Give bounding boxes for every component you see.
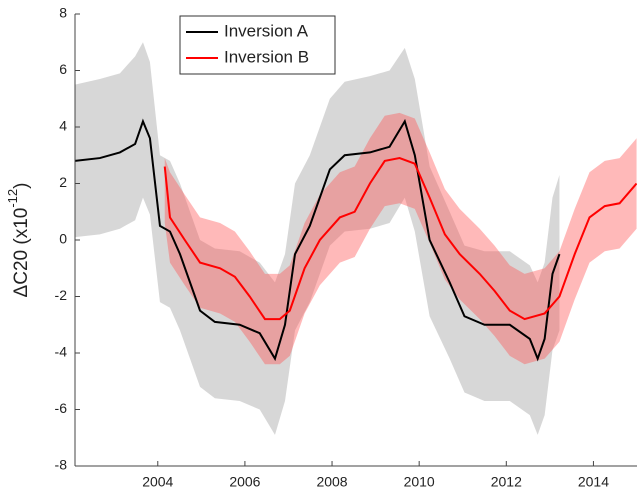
y-axis-label: ΔC20 (x10-12) (5, 183, 32, 298)
legend-box (179, 15, 336, 75)
y-tick-label: 2 (59, 174, 67, 190)
legend-label: Inversion A (224, 21, 309, 40)
legend-label: Inversion B (224, 47, 309, 66)
y-label-exponent: -12 (5, 189, 20, 208)
x-tick-label: 2012 (491, 474, 522, 490)
y-tick-label: -2 (55, 287, 68, 303)
x-tick-label: 2004 (142, 474, 173, 490)
x-tick-label: 2008 (316, 474, 347, 490)
data-line (74, 118, 561, 362)
uncertainty-band (164, 112, 637, 365)
y-label-text: ΔC20 (x10 (11, 208, 32, 298)
x-tick-label: 2006 (229, 474, 260, 490)
y-tick-label: -4 (55, 344, 68, 360)
y-label-close: ) (11, 183, 32, 189)
y-tick-label: 6 (59, 61, 67, 77)
y-tick-label: -8 (55, 457, 68, 473)
data-line (163, 157, 637, 321)
uncertainty-band (75, 42, 560, 435)
x-tick-label: 2014 (578, 474, 609, 490)
y-tick-label: -6 (55, 400, 68, 416)
y-tick-label: 8 (59, 5, 67, 21)
y-tick-label: 0 (59, 231, 67, 247)
y-tick-label: 4 (59, 118, 67, 134)
x-tick-label: 2010 (404, 474, 435, 490)
